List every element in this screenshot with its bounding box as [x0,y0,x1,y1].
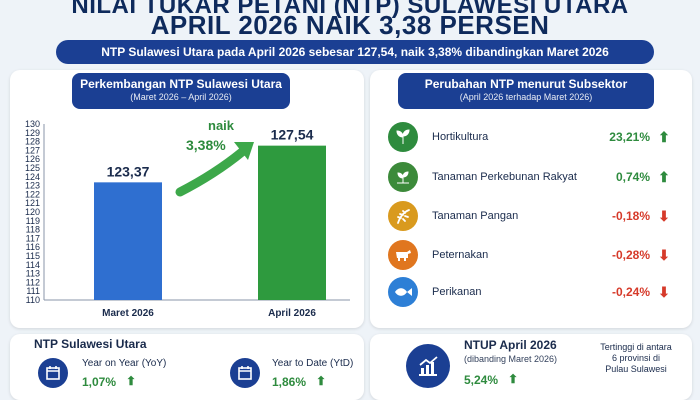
rise-label: naik [208,118,235,133]
subsector-value: 0,74% [615,170,650,184]
arrow-up-icon: ⬆ [658,128,670,145]
ntp-summary-card [10,334,364,400]
ytd-label: Year to Date (YtD) [272,358,354,369]
subsector-row-perkebunan: Tanaman Perkebunan Rakyat 0,74% ⬆ [388,160,674,194]
y-tick-label: 117 [26,233,40,243]
ntp-summary-title: NTP Sulawesi Utara [34,337,147,351]
y-tick-label: 127 [25,145,40,155]
arrow-down-icon: ⬇ [658,246,670,263]
ntup-note-line2: 6 provinsi di [611,353,661,363]
y-tick-label: 115 [26,251,40,261]
subsector-value: 23,21% [609,130,650,144]
ytd-value: 1,86% [272,375,307,389]
y-tick-label: 111 [26,286,40,296]
y-tick-label: 116 [26,242,40,252]
calendar-icon [230,358,260,388]
yoy-value: 1,07% [82,375,117,389]
ntup-subtitle: (dibanding Maret 2026) [464,354,558,364]
bar-value-label: 127,54 [271,127,314,143]
subsector-row-perikanan: Perikanan -0,24% ⬇ [388,275,674,309]
subsector-panel [370,70,692,328]
ntp-chart-title: Perkembangan NTP Sulawesi Utara [80,77,282,91]
bars-group: 123,37 127,54 [94,127,326,300]
subsector-title: Perubahan NTP menurut Subsektor [424,77,628,91]
bar-1 [94,182,162,300]
summary-banner: NTP Sulawesi Utara pada April 2026 sebes… [56,40,654,64]
y-tick-label: 118 [26,225,40,235]
subsector-label: Tanaman Perkebunan Rakyat [432,171,577,183]
ntp-chart-header: Perkembangan NTP Sulawesi Utara (Maret 2… [72,73,290,109]
page-title-line2: APRIL 2026 NAIK 3,38 PERSEN [150,10,550,40]
arrow-up-icon: ⬆ [508,372,519,386]
ntup-note-line1: Tertinggi di antara [600,342,672,352]
y-tick-label: 113 [26,269,40,279]
subsector-label: Hortikultura [432,131,489,143]
bar-2 [258,145,326,300]
subsector-label: Tanaman Pangan [432,210,519,222]
growth-chart-icon [406,344,450,388]
subsector-row-peternakan: Peternakan -0,28% ⬇ [388,238,674,272]
plant-icon [388,122,418,152]
arrow-down-icon: ⬇ [658,207,670,224]
rice-icon [388,201,418,231]
subsector-subtitle: (April 2026 terhadap Maret 2026) [459,92,593,102]
y-tick-label: 114 [26,260,40,270]
arrow-up-icon: ⬆ [126,374,137,388]
subsector-value: -0,18% [611,209,650,223]
y-tick-label: 112 [26,277,40,287]
subsector-label: Perikanan [432,286,482,298]
arrow-down-icon: ⬇ [658,283,670,300]
y-tick-label: 123 [25,181,40,191]
ntp-chart-subtitle: (Maret 2026 – April 2026) [130,92,232,102]
ntup-note-line3: Pulau Sulawesi [605,364,667,374]
cow-icon [388,240,418,270]
y-tick-label: 126 [25,154,40,164]
x-axis-labels: Maret 2026 April 2026 [102,308,316,319]
y-tick-label: 130 [25,119,40,129]
ntp-bar-chart: 1101111121131141151161171181191201211221… [25,118,350,319]
arrow-up-icon: ⬆ [658,168,670,185]
y-tick-label: 122 [25,189,40,199]
rise-arrow-head [234,142,254,160]
x-tick-label: April 2026 [268,308,316,319]
y-tick-label: 119 [26,216,40,226]
y-tick-label: 128 [25,137,40,147]
x-tick-label: Maret 2026 [102,308,154,319]
subsector-label: Peternakan [432,249,489,261]
ntup-title: NTUP April 2026 [464,338,557,352]
y-tick-label: 125 [25,163,40,173]
y-tick-label: 110 [26,295,40,305]
subsector-value: -0,24% [611,285,650,299]
page-title-line1: NILAI TUKAR PETANI (NTP) SULAWESI UTARA [71,0,629,19]
y-tick-label: 121 [25,198,40,208]
subsector-header: Perubahan NTP menurut Subsektor (April 2… [398,73,654,109]
y-axis: 1101111121131141151161171181191201211221… [25,119,350,305]
y-tick-label: 124 [25,172,40,182]
arrow-up-icon: ⬆ [316,374,327,388]
rise-arrow-shaft [175,147,247,197]
subsector-row-hortikultura: Hortikultura 23,21% ⬆ [388,120,674,154]
yoy-label: Year on Year (YoY) [82,358,167,369]
ntup-value: 5,24% [464,373,499,387]
fish-icon [388,277,418,307]
ntup-note: Tertinggi di antara 6 provinsi di Pulau … [586,342,686,375]
subsector-row-pangan: Tanaman Pangan -0,18% ⬇ [388,199,674,233]
y-tick-label: 129 [25,128,40,138]
rise-value: 3,38% [186,137,226,153]
y-tick-label: 120 [25,207,40,217]
bar-value-label: 123,37 [107,163,150,179]
seedling-icon [388,162,418,192]
subsector-value: -0,28% [611,248,650,262]
calendar-icon [38,358,68,388]
